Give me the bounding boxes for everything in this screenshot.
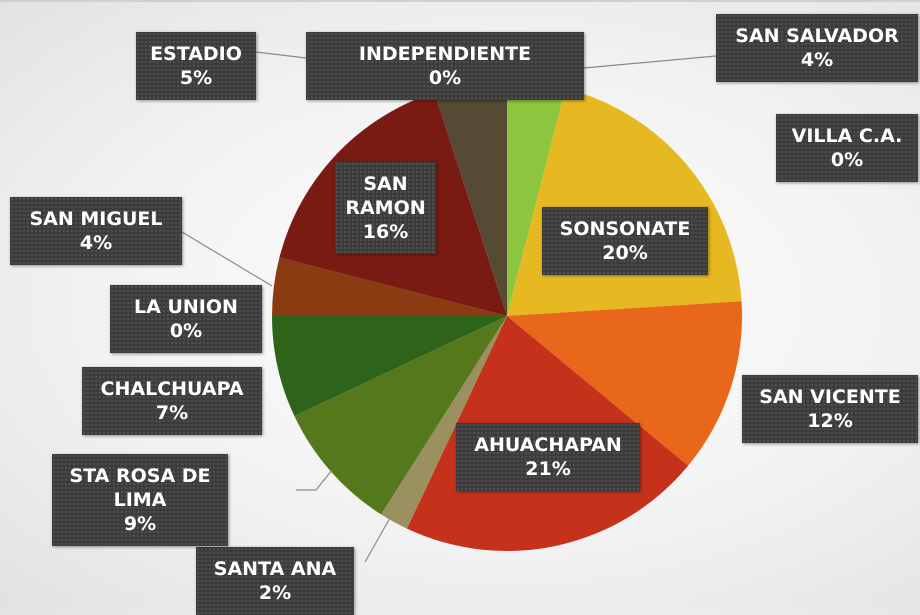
pie-slice <box>507 301 742 466</box>
slice-name: SAN MIGUEL <box>29 208 163 230</box>
leader-line <box>255 51 307 59</box>
data-label: SAN MIGUEL 4% <box>10 197 182 265</box>
pie-slice <box>434 81 507 316</box>
data-label: SANTA ANA 2% <box>196 547 354 615</box>
pie-slice <box>381 316 507 529</box>
slice-name: STA ROSA DE LIMA <box>69 465 211 511</box>
pie-slice <box>294 316 507 515</box>
leader-line <box>296 469 333 491</box>
slice-value: 20% <box>602 242 648 264</box>
slice-name: INDEPENDIENTE <box>358 43 532 65</box>
slice-value: 9% <box>123 513 157 535</box>
slice-name: ESTADIO <box>150 43 242 65</box>
leader-lines <box>181 51 717 563</box>
slice-value: 16% <box>362 221 409 243</box>
data-label: INDEPENDIENTE 0% <box>306 32 584 100</box>
slice-name: SAN RAMON <box>345 173 426 219</box>
slice-name: CHALCHUAPA <box>100 378 244 400</box>
data-label: ESTADIO 5% <box>136 32 256 100</box>
leader-line <box>583 55 717 69</box>
slice-value: 21% <box>525 458 571 480</box>
slice-value: 2% <box>258 582 292 604</box>
slice-value: 4% <box>800 49 834 71</box>
pie-slice <box>272 257 507 316</box>
slice-name: SANTA ANA <box>213 558 337 580</box>
slice-value: 7% <box>155 402 189 424</box>
slice-name: SAN SALVADOR <box>735 25 899 47</box>
leader-line <box>181 231 273 287</box>
data-label: AHUACHAPAN 21% <box>456 423 640 491</box>
data-label: VILLA C.A. 0% <box>776 114 918 182</box>
slice-name: VILLA C.A. <box>791 125 903 147</box>
data-label: CHALCHUAPA 7% <box>82 367 262 435</box>
pie-slice <box>507 81 566 316</box>
data-label: SAN RAMON 16% <box>335 162 436 254</box>
slice-name: SAN VICENTE <box>759 386 901 408</box>
slice-value: 0% <box>428 67 462 89</box>
data-label: SAN VICENTE 12% <box>742 375 918 443</box>
pie-slice <box>507 88 566 316</box>
slice-value: 4% <box>79 232 113 254</box>
slice-value: 0% <box>169 320 203 342</box>
slice-value: 12% <box>807 410 853 432</box>
data-label: STA ROSA DE LIMA 9% <box>52 454 228 546</box>
slice-value: 0% <box>830 149 864 171</box>
slice-name: LA UNION <box>134 296 238 318</box>
data-label: SONSONATE 20% <box>542 207 708 275</box>
slice-name: SONSONATE <box>559 218 691 240</box>
data-label: SAN SALVADOR 4% <box>716 14 918 82</box>
slice-value: 5% <box>179 67 213 89</box>
pie-slice <box>272 316 507 417</box>
leader-line <box>364 517 391 563</box>
slice-name: AHUACHAPAN <box>474 434 622 456</box>
data-label: LA UNION 0% <box>110 285 262 353</box>
